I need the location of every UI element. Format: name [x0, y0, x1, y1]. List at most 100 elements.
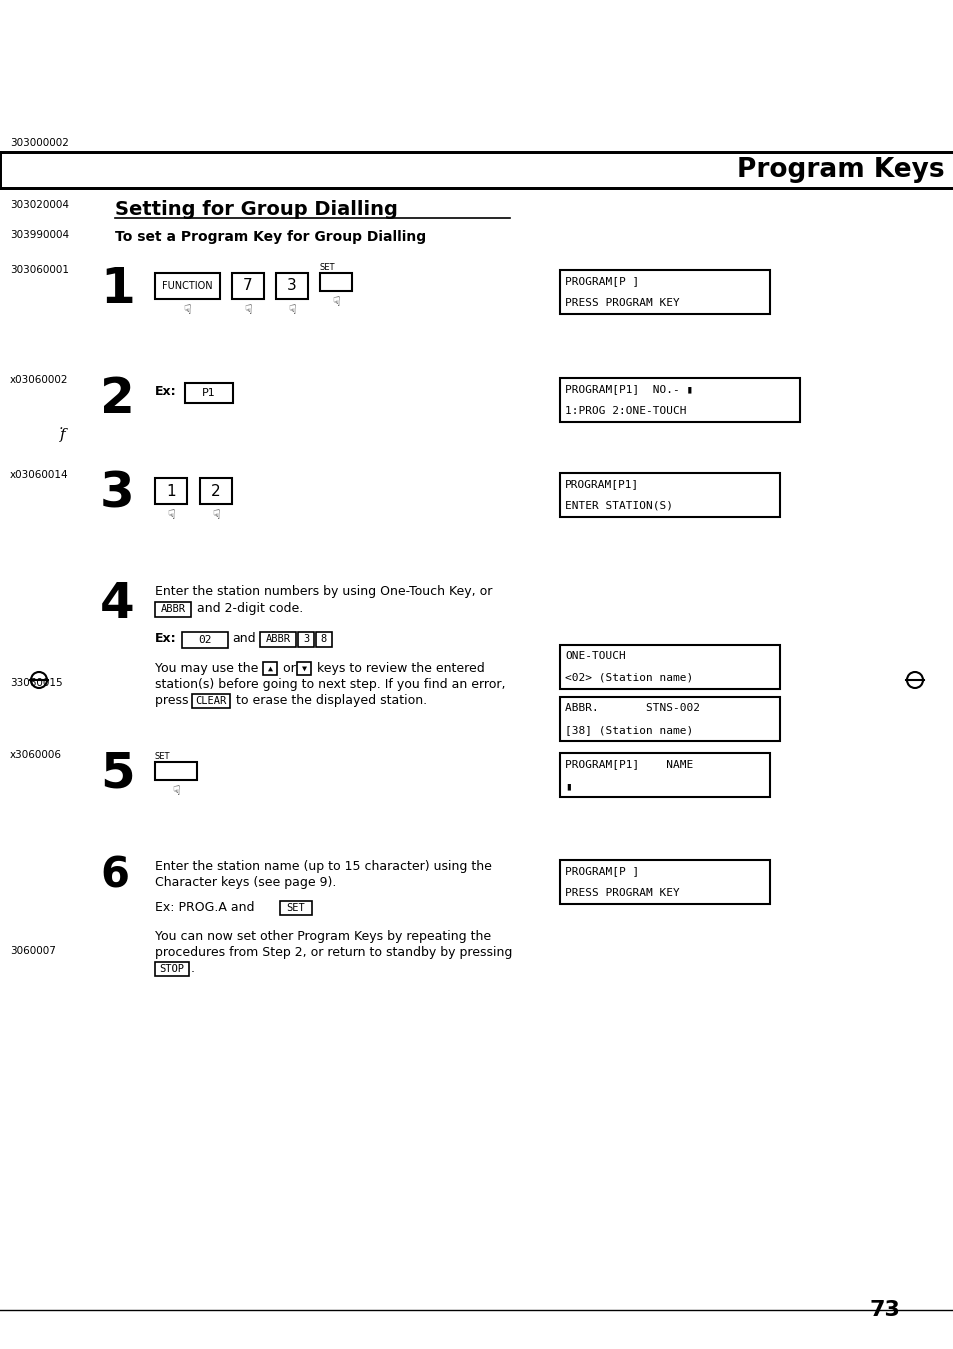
Text: 7: 7: [243, 278, 253, 294]
Text: 2: 2: [211, 483, 220, 499]
Text: Ex:: Ex:: [154, 384, 176, 398]
Text: ▼: ▼: [301, 664, 306, 673]
Bar: [154, 762, 196, 780]
Bar: [154, 272, 220, 299]
Bar: [154, 602, 191, 616]
Bar: [192, 693, 230, 708]
Text: 4: 4: [100, 580, 134, 629]
Text: PRESS PROGRAM KEY: PRESS PROGRAM KEY: [564, 298, 679, 308]
Text: ☟: ☟: [167, 509, 174, 522]
Text: 6: 6: [100, 855, 129, 897]
Text: 3060007: 3060007: [10, 946, 56, 956]
Text: PROGRAM[P ]: PROGRAM[P ]: [564, 866, 639, 876]
Text: 1: 1: [166, 483, 175, 499]
Bar: [319, 272, 352, 291]
Text: You can now set other Program Keys by repeating the: You can now set other Program Keys by re…: [154, 929, 491, 943]
Text: SET: SET: [154, 751, 171, 761]
Text: PRESS PROGRAM KEY: PRESS PROGRAM KEY: [564, 888, 679, 898]
Text: PROGRAM[P ]: PROGRAM[P ]: [564, 277, 639, 286]
Text: P1: P1: [202, 389, 215, 398]
Bar: [185, 383, 233, 403]
Text: 2: 2: [100, 375, 134, 424]
Text: 73: 73: [868, 1300, 899, 1321]
Text: ▲: ▲: [267, 664, 273, 673]
Text: 1: 1: [100, 264, 134, 313]
Text: 3: 3: [287, 278, 296, 294]
Text: .: .: [191, 962, 194, 975]
Text: PROGRAM[P1]    NAME: PROGRAM[P1] NAME: [564, 759, 693, 769]
Text: SET: SET: [319, 263, 335, 272]
Text: ABBR: ABBR: [265, 634, 291, 645]
Text: [38] (Station name): [38] (Station name): [564, 724, 693, 735]
Text: 303000002: 303000002: [10, 138, 69, 148]
Text: 5: 5: [100, 750, 134, 799]
Bar: [232, 272, 264, 299]
Text: ENTER STATION(S): ENTER STATION(S): [564, 500, 672, 511]
Text: to erase the displayed station.: to erase the displayed station.: [232, 693, 427, 707]
Text: and 2-digit code.: and 2-digit code.: [193, 602, 303, 615]
Text: PROGRAM[P1]  NO.- ▮: PROGRAM[P1] NO.- ▮: [564, 384, 693, 394]
Text: x03060014: x03060014: [10, 469, 69, 480]
Text: 3: 3: [302, 634, 309, 645]
Text: To set a Program Key for Group Dialling: To set a Program Key for Group Dialling: [115, 229, 426, 244]
Text: Ex:: Ex:: [154, 631, 176, 645]
Bar: [559, 753, 769, 797]
Text: Ex: PROG.A and: Ex: PROG.A and: [154, 901, 258, 915]
Bar: [559, 861, 769, 904]
Text: 02: 02: [198, 635, 212, 645]
Text: 1:PROG 2:ONE-TOUCH: 1:PROG 2:ONE-TOUCH: [564, 406, 686, 415]
Text: or: or: [278, 662, 299, 674]
Bar: [559, 697, 780, 741]
Text: ONE-TOUCH: ONE-TOUCH: [564, 652, 625, 661]
Text: ▮: ▮: [564, 781, 571, 791]
Text: Enter the station numbers by using One-Touch Key, or: Enter the station numbers by using One-T…: [154, 585, 492, 598]
Text: SET: SET: [286, 902, 305, 913]
Text: Setting for Group Dialling: Setting for Group Dialling: [115, 200, 397, 219]
Text: You may use the: You may use the: [154, 662, 262, 674]
Text: Program Keys: Program Keys: [737, 156, 944, 183]
Text: CLEAR: CLEAR: [195, 696, 227, 706]
Text: FUNCTION: FUNCTION: [162, 281, 213, 291]
Text: keys to review the entered: keys to review the entered: [313, 662, 484, 674]
Text: procedures from Step 2, or return to standby by pressing: procedures from Step 2, or return to sta…: [154, 946, 512, 959]
Text: Enter the station name (up to 15 character) using the: Enter the station name (up to 15 charact…: [154, 861, 492, 873]
Bar: [559, 378, 800, 422]
Bar: [297, 631, 314, 648]
Text: Character keys (see page 9).: Character keys (see page 9).: [154, 876, 336, 889]
Bar: [154, 478, 187, 505]
Text: ☟: ☟: [183, 304, 191, 317]
Bar: [315, 631, 332, 648]
Bar: [200, 478, 232, 505]
Bar: [275, 272, 308, 299]
Text: ☟: ☟: [172, 785, 179, 799]
Bar: [559, 645, 780, 689]
Text: and: and: [232, 631, 255, 645]
Text: ☟: ☟: [288, 304, 295, 317]
Bar: [559, 270, 769, 314]
Text: ABBR.       STNS-002: ABBR. STNS-002: [564, 703, 700, 714]
Text: PROGRAM[P1]: PROGRAM[P1]: [564, 479, 639, 488]
Text: 33060015: 33060015: [10, 679, 63, 688]
Text: ḟ: ḟ: [60, 428, 66, 442]
Text: ABBR: ABBR: [160, 604, 185, 615]
Text: STOP: STOP: [159, 965, 184, 974]
Text: 303020004: 303020004: [10, 200, 69, 210]
Text: ☟: ☟: [212, 509, 219, 522]
Text: <02> (Station name): <02> (Station name): [564, 673, 693, 683]
Text: 8: 8: [320, 634, 327, 645]
Text: ☟: ☟: [244, 304, 252, 317]
Bar: [0, 152, 953, 188]
Text: 303990004: 303990004: [10, 229, 69, 240]
Bar: [296, 662, 311, 674]
Bar: [263, 662, 276, 674]
Text: x03060002: x03060002: [10, 375, 69, 384]
Text: 3: 3: [100, 469, 134, 518]
Bar: [559, 473, 780, 517]
Text: 303060001: 303060001: [10, 264, 69, 275]
Bar: [182, 631, 228, 648]
Bar: [154, 962, 189, 975]
Bar: [260, 631, 295, 648]
Bar: [280, 901, 312, 915]
Text: station(s) before going to next step. If you find an error,: station(s) before going to next step. If…: [154, 679, 505, 691]
Text: ☟: ☟: [332, 295, 339, 309]
